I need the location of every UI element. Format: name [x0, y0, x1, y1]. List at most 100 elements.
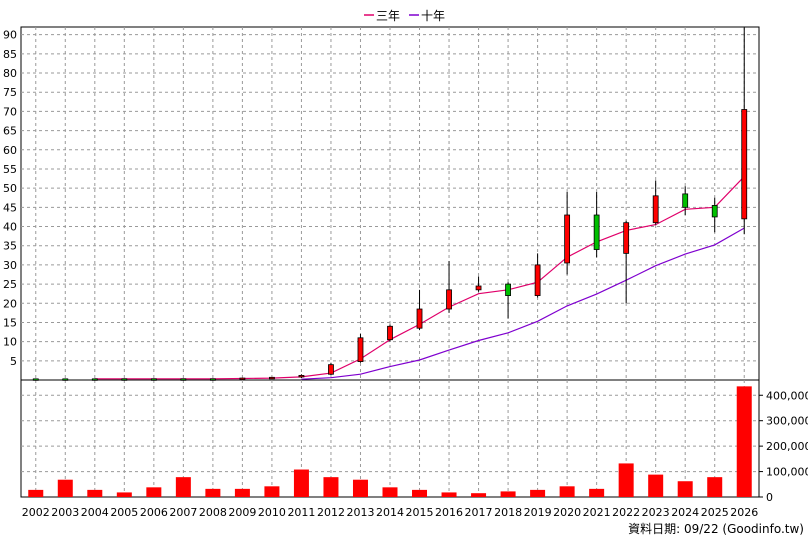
- year-tick-label: 2020: [553, 506, 581, 519]
- candle-2009: [239, 377, 246, 380]
- volume-bar-2012: [323, 477, 339, 497]
- legend-label-三年: 三年: [376, 9, 400, 23]
- candle-body: [387, 325, 393, 341]
- price-tick-label: 20: [3, 297, 17, 310]
- price-tick-label: 25: [3, 278, 17, 291]
- volume-tick-label: 0: [766, 491, 773, 504]
- volume-tick-label: 400,000: [766, 389, 808, 402]
- year-tick-label: 2024: [671, 506, 699, 519]
- candle-body: [534, 264, 541, 296]
- candle-2008: [209, 378, 216, 381]
- volume-bar-2015: [412, 489, 428, 497]
- year-tick-label: 2019: [524, 506, 552, 519]
- candle-body: [741, 109, 748, 220]
- price-tick-label: 40: [3, 221, 17, 234]
- price-tick-label: 50: [3, 182, 17, 195]
- volume-tick-label: 100,000: [766, 466, 808, 479]
- volume-bar-2026: [736, 386, 752, 497]
- price-tick-label: 90: [3, 29, 17, 42]
- candle-2018: [505, 282, 511, 319]
- price-tick-label: 5: [10, 355, 17, 368]
- volume-bar-2017: [471, 493, 487, 497]
- price-tick-label: 80: [3, 67, 17, 80]
- candle-2012: [328, 362, 334, 376]
- year-tick-label: 2010: [258, 506, 286, 519]
- candle-2004: [91, 378, 98, 381]
- candle-2005: [121, 378, 128, 381]
- year-tick-labels: 2002 2003 2004 2005 2006 2007 2008 2009 2010 2011…: [22, 506, 758, 519]
- year-tick-label: 2018: [494, 506, 522, 519]
- candle-2016: [446, 261, 452, 313]
- candle-2006: [150, 378, 157, 381]
- legend: 三年 十年: [364, 9, 445, 23]
- volume-bar-2024: [677, 481, 693, 497]
- volume-bar-2018: [500, 491, 516, 497]
- candlesticks: [32, 27, 748, 381]
- volume-bar-2003: [57, 479, 73, 497]
- volume-bar-2014: [382, 487, 398, 497]
- price-tick-label: 75: [3, 86, 17, 99]
- candle-body: [328, 364, 334, 375]
- candle-body: [475, 285, 482, 291]
- volume-tick-label: 300,000: [766, 415, 808, 428]
- candle-2019: [534, 253, 541, 298]
- ma10-line-layer: [301, 227, 745, 380]
- price-tick-label: 70: [3, 105, 17, 118]
- year-tick-label: 2003: [51, 506, 79, 519]
- candle-body: [564, 214, 571, 264]
- candle-body: [711, 205, 718, 218]
- candle-body: [121, 378, 128, 381]
- year-tick-label: 2009: [228, 506, 256, 519]
- volume-bar-2022: [618, 463, 634, 497]
- candle-2024: [682, 186, 689, 216]
- volume-bar-2019: [530, 489, 546, 497]
- volume-bar-2007: [175, 477, 191, 497]
- candle-body: [298, 374, 305, 378]
- candle-body: [652, 195, 659, 224]
- year-tick-label: 2015: [406, 506, 434, 519]
- volume-bar-2021: [589, 488, 605, 497]
- candle-body: [416, 308, 423, 329]
- year-tick-label: 2017: [465, 506, 493, 519]
- candle-body: [682, 193, 689, 208]
- candle-body: [593, 214, 600, 250]
- year-tick-label: 2005: [110, 506, 138, 519]
- price-tick-label: 85: [3, 48, 17, 61]
- price-tick-label: 15: [3, 316, 17, 329]
- candle-body: [209, 378, 216, 381]
- year-tick-label: 2008: [199, 506, 227, 519]
- candle-body: [357, 337, 364, 362]
- volume-bar-2016: [441, 492, 457, 497]
- candle-body: [91, 378, 98, 381]
- candle-2023: [652, 180, 659, 225]
- candle-2015: [416, 289, 423, 331]
- price-tick-label: 55: [3, 163, 17, 176]
- year-tick-label: 2022: [612, 506, 640, 519]
- volume-bar-2025: [707, 477, 723, 497]
- price-tick-label: 65: [3, 125, 17, 138]
- year-tick-label: 2021: [583, 506, 611, 519]
- year-tick-label: 2025: [701, 506, 729, 519]
- candle-2010: [269, 376, 275, 380]
- candle-2026: [741, 27, 748, 235]
- candle-2003: [62, 378, 69, 381]
- year-tick-label: 2013: [346, 506, 374, 519]
- volume-bar-2008: [205, 488, 221, 497]
- volume-bar-2002: [28, 489, 44, 497]
- volume-tick-labels: 0 100,000 200,000 300,000 400,000: [759, 389, 808, 504]
- volume-bars: [28, 386, 752, 497]
- ma10-line: [301, 227, 745, 380]
- candle-2017: [475, 276, 482, 292]
- candle-body: [269, 376, 275, 380]
- candle-body: [180, 378, 187, 381]
- candle-2002: [32, 378, 39, 381]
- price-tick-label: 60: [3, 144, 17, 157]
- candle-body: [62, 378, 69, 381]
- year-tick-label: 2014: [376, 506, 404, 519]
- year-tick-label: 2006: [140, 506, 168, 519]
- volume-bar-2010: [264, 486, 280, 497]
- volume-bar-2013: [352, 479, 368, 497]
- price-tick-label: 45: [3, 201, 17, 214]
- volume-bar-2011: [293, 469, 309, 497]
- candle-body: [505, 283, 511, 296]
